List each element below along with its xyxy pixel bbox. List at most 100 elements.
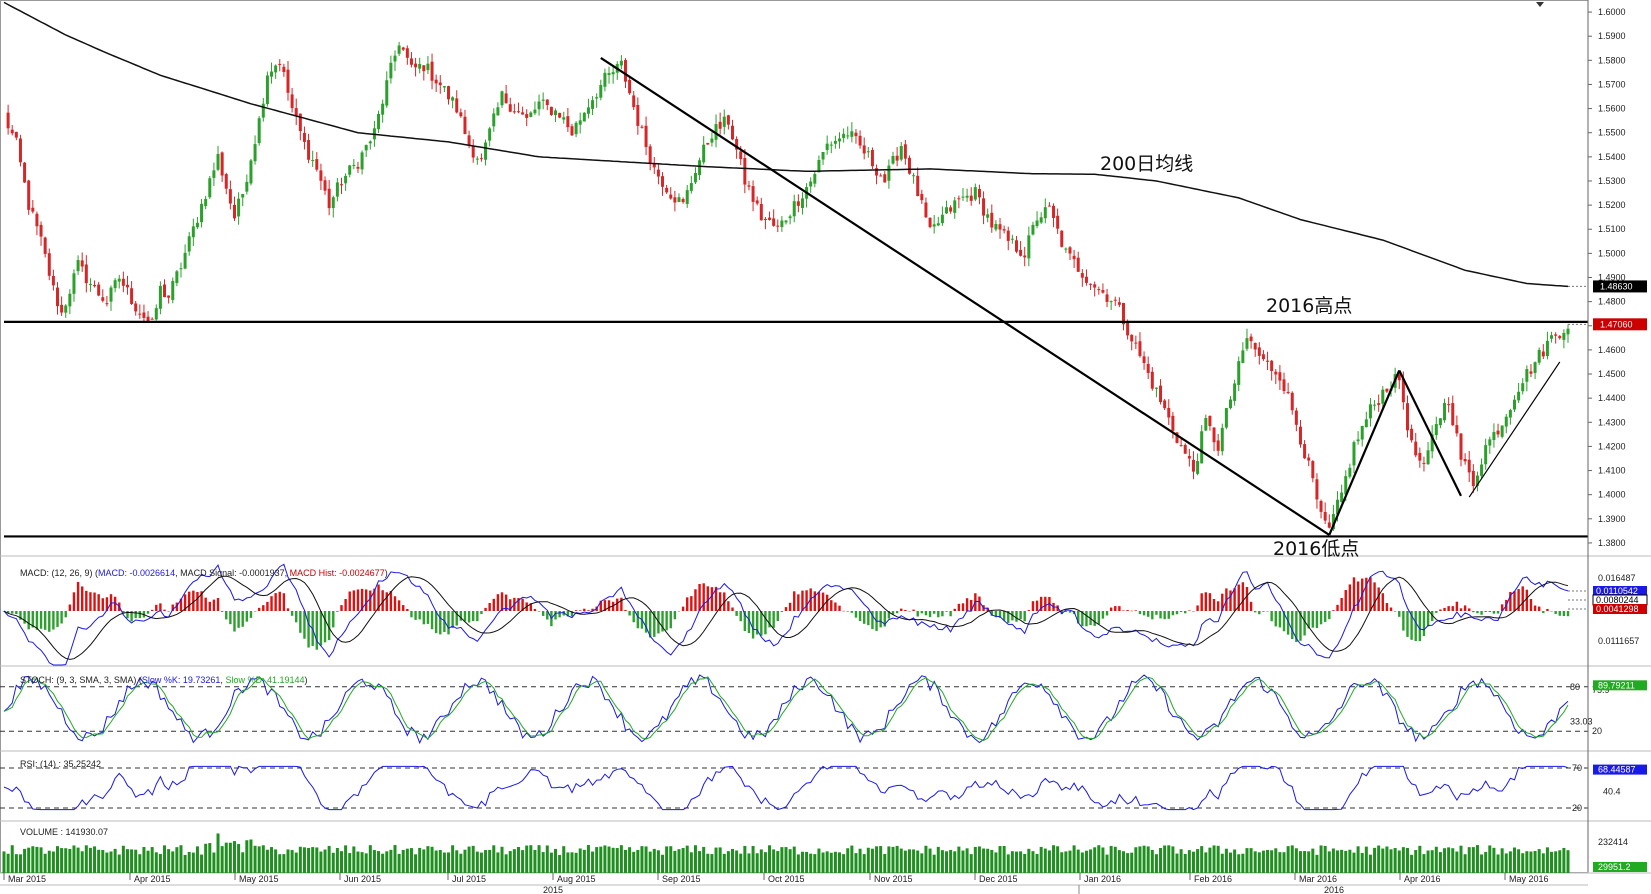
macd-hist-bar (286, 608, 290, 611)
macd-hist-bar (1336, 604, 1339, 611)
volume-bar (216, 833, 220, 873)
volume-bar (768, 845, 772, 873)
candle-body (570, 126, 574, 136)
volume-bar (401, 849, 405, 873)
candle-body (364, 145, 368, 151)
macd-hist-bar (591, 608, 594, 611)
macd-hist-bar (295, 611, 298, 623)
volume-bar (669, 846, 673, 873)
volume-bar (628, 847, 632, 873)
macd-hist-bar (1496, 611, 1500, 614)
macd-hist-bar (1488, 611, 1491, 613)
macd-hist-bar (1426, 611, 1430, 627)
macd-hist-bar (583, 608, 586, 611)
volume-bar (1463, 854, 1467, 873)
candle-body (838, 138, 842, 142)
macd-hist-bar (1208, 593, 1212, 611)
candle-body (1545, 340, 1549, 357)
macd-signal-value: , MACD Signal: -0.0001937 (175, 568, 285, 578)
candle-body (1529, 371, 1533, 374)
candle-body (1434, 424, 1438, 436)
candle-body (768, 217, 772, 220)
candle-body (1010, 238, 1014, 240)
candle-body (916, 175, 920, 197)
candle-body (294, 108, 298, 116)
volume-bar (1089, 849, 1093, 873)
month-label: Apr 2015 (134, 874, 171, 884)
volume-bar (496, 852, 500, 873)
indicator-legends: MACD: (12, 26, 9) (MACD: -0.0026614, MAC… (20, 568, 388, 837)
volume-bar (648, 851, 652, 873)
volume-bar (451, 845, 455, 873)
macd-hist-bar (747, 611, 751, 634)
volume-bar (710, 854, 714, 873)
macd-hist-bar (1529, 598, 1533, 611)
candle-body (1566, 328, 1570, 335)
candle-body (138, 313, 142, 315)
candle-body (1418, 452, 1422, 461)
macd-hist-bar (1101, 611, 1105, 619)
month-label: Aug 2015 (557, 874, 596, 884)
volume-bar (1126, 853, 1130, 873)
macd-hist-bar (541, 611, 545, 616)
volume-bar (18, 854, 22, 873)
volume-bar (438, 850, 442, 873)
candle-body (1496, 430, 1500, 435)
volume-bar (1418, 845, 1422, 873)
macd-hist-bar (1171, 611, 1175, 616)
month-label: Sep 2015 (662, 874, 701, 884)
candle-body (228, 189, 232, 204)
volume-bar (1200, 846, 1204, 873)
macd-hist-bar (1455, 601, 1459, 611)
candle-body (940, 214, 944, 224)
volume-bar (368, 845, 372, 873)
candle-body (368, 141, 372, 144)
candle-body (1508, 410, 1512, 418)
volume-bar (706, 853, 710, 873)
candle-body (134, 303, 138, 312)
macd-hist-bar (229, 611, 232, 625)
volume-bar (870, 848, 874, 873)
macd-hist-bar (488, 602, 491, 611)
macd-hist-bar (504, 594, 508, 611)
volume-bar (1443, 848, 1447, 873)
candle-body (393, 55, 397, 62)
volume-bar (825, 851, 829, 873)
macd-hist-bar (698, 584, 701, 611)
candle-body (1237, 361, 1241, 385)
volume-bar (183, 854, 187, 873)
price-tag-text: 1.47060 (1600, 319, 1633, 329)
volume-bar (693, 845, 697, 873)
volume-bar (51, 851, 55, 873)
volume-bar (1187, 850, 1191, 873)
candle-body (986, 214, 990, 218)
volume-bar (1438, 852, 1442, 873)
volume-bar (1480, 854, 1484, 873)
candle-body (14, 131, 18, 138)
candle-body (1443, 402, 1447, 421)
candle-body (80, 260, 84, 267)
candle-body (97, 284, 101, 296)
macd-hist-bar (348, 591, 351, 611)
macd-hist-bar (1418, 611, 1422, 642)
macd-hist-bar (19, 611, 22, 620)
volume-bar (949, 849, 953, 873)
macd-hist-bar (134, 611, 137, 619)
scroll-marker-icon[interactable] (1536, 2, 1544, 7)
volume-bar (228, 842, 232, 873)
volume-bar (97, 849, 101, 873)
candle-body (1179, 445, 1183, 447)
macd-hist-bar (1356, 581, 1360, 611)
macd-hist-bar (772, 611, 775, 628)
volume-bar (1500, 848, 1504, 873)
candle-body (167, 295, 171, 298)
candle-body (953, 200, 957, 213)
candle-body (656, 169, 660, 177)
volume-bar (360, 852, 364, 873)
candle-body (1121, 302, 1125, 325)
macd-hist-bar (208, 601, 211, 611)
candle-body (455, 98, 459, 113)
candle-body (1076, 257, 1080, 272)
